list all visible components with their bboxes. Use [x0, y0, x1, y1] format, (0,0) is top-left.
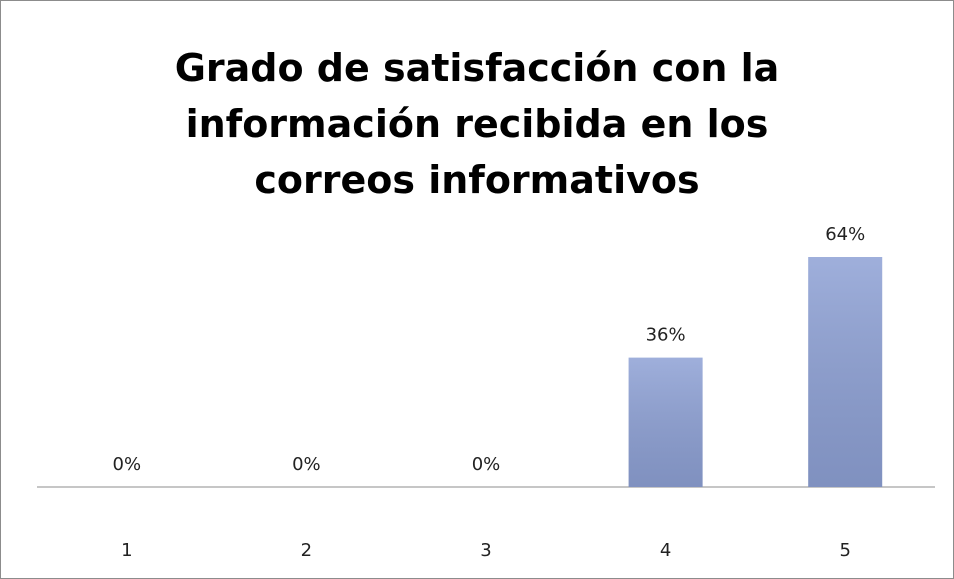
bar-shade — [808, 257, 883, 487]
data-label: 36% — [646, 325, 686, 346]
x-tick-label: 5 — [839, 540, 850, 561]
data-label: 0% — [113, 454, 142, 475]
chart-title: Grado de satisfacción con la información… — [174, 46, 780, 202]
data-label: 0% — [472, 454, 501, 475]
data-label: 0% — [292, 454, 321, 475]
x-tick-label: 2 — [301, 540, 312, 561]
x-tick-label: 1 — [121, 540, 132, 561]
bar-shade — [628, 357, 703, 487]
x-tick-label: 3 — [480, 540, 491, 561]
x-tick-label: 4 — [660, 540, 671, 561]
data-label: 64% — [825, 224, 865, 245]
